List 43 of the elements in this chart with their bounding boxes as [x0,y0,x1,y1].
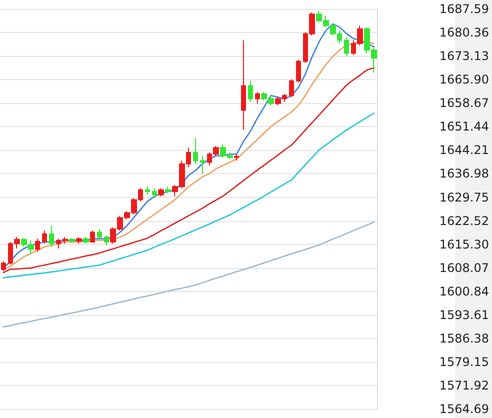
candlestick [49,225,54,248]
candlestick [1,261,6,272]
y-tick-label: 1579.15 [439,354,489,369]
candlestick [42,230,47,244]
candlestick [234,154,239,162]
candlestick [158,188,164,197]
line-series [2,112,375,278]
y-tick-label: 1680.36 [439,26,489,40]
candlestick [296,59,301,84]
candlestick [200,155,205,174]
candlestick [152,188,157,199]
candlestick [69,238,75,244]
y-tick-label: 1622.52 [439,214,489,228]
y-tick-label: 1586.38 [439,331,489,346]
candlestick [165,186,171,194]
candlestick [145,186,150,196]
y-tick-label: 1665.90 [439,72,489,87]
y-tick-label: 1593.61 [439,308,489,322]
candlestick [241,40,246,130]
y-tick-label: 1564.69 [439,402,489,416]
y-tick-label: 1615.30 [439,237,489,252]
candlestick [344,36,349,57]
candlestick [97,228,102,240]
candlestick [76,236,82,244]
line-series [2,222,375,328]
candlestick [104,234,109,246]
candlestick [248,80,253,103]
y-tick-label: 1658.67 [439,96,489,110]
y-tick-label: 1644.21 [439,143,489,158]
y-tick-label: 1651.44 [439,120,489,134]
y-tick-label: 1636.98 [439,166,489,181]
candlestick [289,78,294,98]
y-tick-label: 1608.07 [439,260,489,275]
candlestick [255,92,260,104]
candlestick [83,236,89,244]
y-tick-label: 1673.13 [439,49,489,64]
y-tick-label: 1687.59 [439,2,489,16]
y-tick-label: 1600.84 [439,284,489,298]
candlestick [90,230,95,244]
candlestick [193,137,198,164]
y-tick-label: 1571.92 [439,378,489,392]
candlestick [35,238,40,252]
y-tick-label: 1629.75 [439,190,489,204]
